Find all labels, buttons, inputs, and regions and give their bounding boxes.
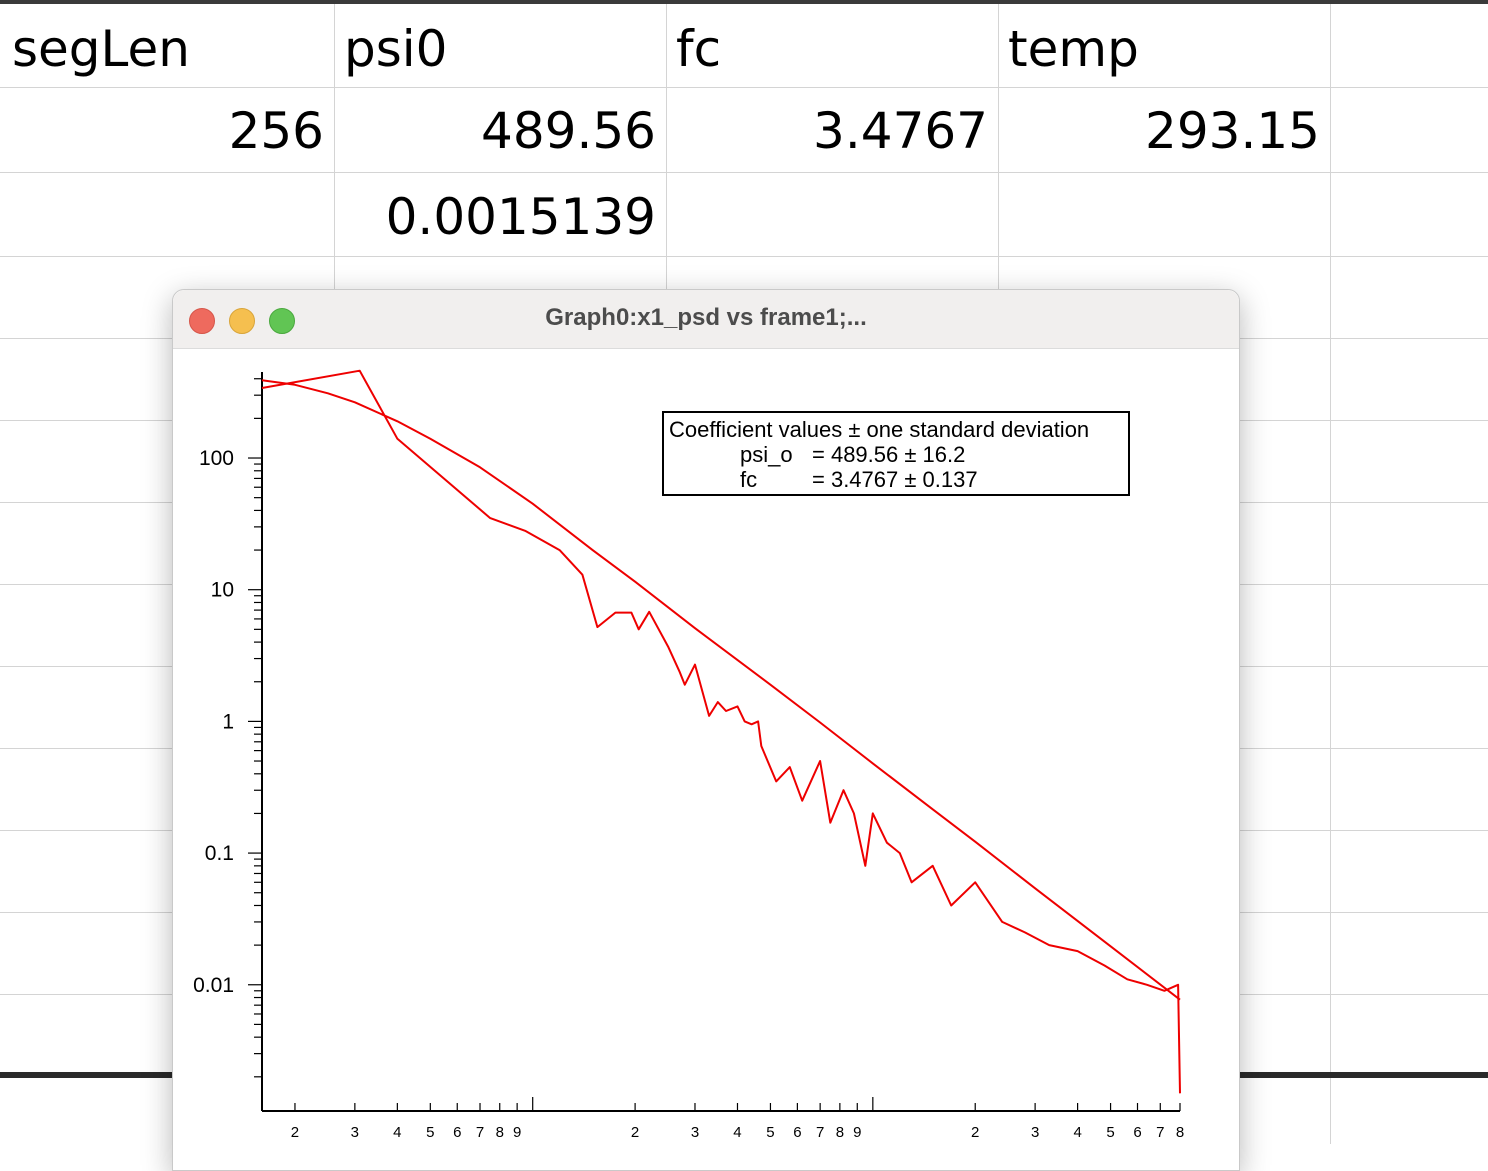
zoom-button[interactable] [269,308,295,334]
x-tick-label: 6 [793,1124,801,1141]
sheet-top-border [0,0,1488,4]
row-divider [0,172,1488,173]
legend-fc-name: fc [740,467,758,492]
psd-fit-line [261,379,1181,1001]
y-tick-label: 1 [222,710,234,733]
header-cell-seglen[interactable]: segLen [12,20,190,78]
x-tick-label: 6 [1133,1124,1141,1141]
x-tick-label: 9 [853,1124,861,1141]
cell-fc-value[interactable]: 3.4767 [813,102,988,160]
cell-temp-value[interactable]: 293.15 [1145,102,1320,160]
header-cell-psi0[interactable]: psi0 [344,20,448,78]
y-tick-label: 10 [211,579,234,602]
cell-psi0-value[interactable]: 489.56 [481,102,656,160]
x-tick-label: 2 [971,1124,979,1141]
legend-heading: Coefficient values ± one standard deviat… [669,417,1090,442]
coefficient-legend-box: Coefficient values ± one standard deviat… [662,411,1130,496]
x-tick-label: 8 [836,1124,844,1141]
psd-data-line [261,369,1181,1094]
x-tick-label: 9 [513,1124,521,1141]
x-tick-label: 7 [476,1124,484,1141]
minimize-button[interactable] [229,308,255,334]
graph-window[interactable]: Graph0:x1_psd vs frame1;... [172,289,1240,1171]
x-tick-label: 8 [496,1124,504,1141]
legend-psi-value: = 489.56 ± 16.2 [812,442,966,467]
x-tick-label: 5 [766,1124,774,1141]
x-tick-label: 2 [291,1124,299,1141]
x-tick-label: 5 [426,1124,434,1141]
legend-psi-name: psi_o [740,442,793,467]
x-tick-label: 5 [1106,1124,1114,1141]
header-cell-fc[interactable]: fc [676,20,722,78]
legend-fc-value: = 3.4767 ± 0.137 [812,467,978,492]
column-divider [1330,4,1331,1144]
x-tick-label: 3 [351,1124,359,1141]
close-button[interactable] [189,308,215,334]
window-title: Graph0:x1_psd vs frame1;... [545,304,867,331]
header-cell-temp[interactable]: temp [1008,20,1139,78]
window-titlebar[interactable]: Graph0:x1_psd vs frame1;... [173,290,1239,349]
x-tick-label: 2 [631,1124,639,1141]
x-tick-label: 3 [691,1124,699,1141]
y-tick-label: 0.1 [205,842,234,865]
row-divider [0,87,1488,88]
y-tick-label: 0.01 [193,974,234,997]
x-tick-label: 4 [393,1124,401,1141]
x-tick-label: 6 [453,1124,461,1141]
x-tick-label: 7 [816,1124,824,1141]
cell-psi0-second-value[interactable]: 0.0015139 [385,188,656,246]
y-tick-label: 100 [199,447,234,470]
row-divider [0,256,1488,257]
x-tick-label: 8 [1176,1124,1184,1141]
x-tick-label: 4 [733,1124,741,1141]
cell-seglen-value[interactable]: 256 [228,102,324,160]
x-tick-label: 4 [1073,1124,1081,1141]
x-tick-label: 7 [1156,1124,1164,1141]
x-tick-label: 3 [1031,1124,1039,1141]
